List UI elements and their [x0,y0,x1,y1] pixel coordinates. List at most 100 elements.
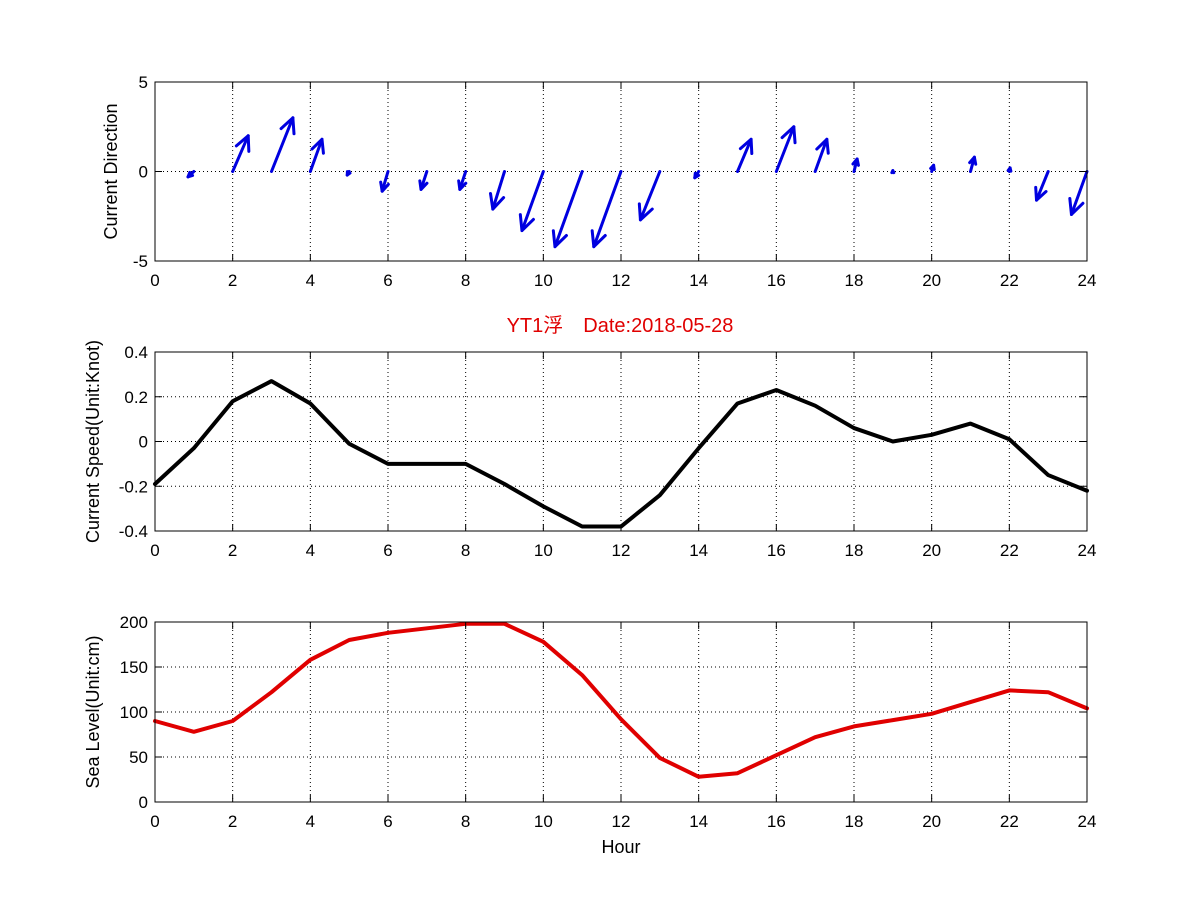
x-tick-label: 10 [534,541,553,560]
vector-head [929,163,936,171]
current-speed-panel: 0 2 4 6 8 10 12 14 16 18 20 22 24-0.4-0.200.20.4Curr… [83,340,1096,560]
points [154,380,1088,527]
x-tick-label: 4 [306,541,315,560]
direction-vector [186,170,196,179]
x-tick-label: 6 [383,271,392,290]
vector-shaft [231,134,250,173]
x-tick-label: 20 [922,271,941,290]
y-tick-label: 150 [120,658,148,677]
vector-shaft [592,170,623,249]
x-tick-label: 4 [306,812,315,831]
vector-head [310,137,325,155]
x-tick-label: 12 [612,271,631,290]
x-tick-label: 22 [1000,271,1019,290]
direction-vector [590,170,623,249]
x-tick-label: 16 [767,541,786,560]
vector-head [457,179,468,191]
direction-vector [736,137,754,173]
figure-title: YT1浮 Date:2018-05-28 [507,314,734,337]
y-axis-label: Sea Level(Unit:cm) [83,635,103,788]
y-tick-label: 0 [139,433,148,452]
x-tick-label: 8 [461,812,470,831]
direction-vector [308,137,325,173]
x-tick-label: 2 [228,271,237,290]
vector-head [234,134,251,153]
x-tick-label: 2 [228,812,237,831]
x-tick-label: 10 [534,271,553,290]
x-tick-label: 0 [150,541,159,560]
direction-vector [929,163,936,173]
vector-shaft [813,137,829,173]
direction-vector [813,137,830,173]
vector-head [551,229,568,249]
vector-head [637,202,654,222]
vector-head [379,180,390,193]
vector-shaft [308,137,324,173]
x-tick-label: 0 [150,271,159,290]
ticks: 0 2 4 6 8 10 12 14 16 18 20 22 24-505 [133,73,1097,290]
direction-vector [1068,170,1089,216]
vector-head [890,169,896,175]
ticks: 0 2 4 6 8 10 12 14 16 18 20 22 24-0.4-0.200.20.4 [119,343,1097,560]
x-tick-label: 18 [845,271,864,290]
y-tick-label: 50 [129,748,148,767]
x-tick-label: 10 [534,812,553,831]
vector-head [518,213,535,233]
direction-vector [231,134,251,173]
y-tick-label: 200 [120,613,148,632]
vector-head [279,116,296,136]
vector-head [590,229,607,249]
direction-vector [457,170,468,191]
direction-vector [379,170,390,193]
y-tick-label: 0 [139,793,148,812]
vector-shaft [638,170,662,222]
x-tick-label: 8 [461,541,470,560]
direction-vector [418,170,429,191]
direction-vector [270,116,296,173]
vector-head [738,137,754,156]
vector-shaft [553,170,584,249]
vector-head [1006,166,1013,173]
vector-head [693,171,701,180]
vector-head [851,157,860,167]
x-tick-label: 4 [306,271,315,290]
x-tick-label: 14 [689,541,708,560]
y-tick-label: -0.2 [119,477,148,496]
direction-vector [1006,166,1013,173]
y-tick-label: -5 [133,252,148,271]
y-tick-label: 0.4 [124,343,148,362]
direction-vector [551,170,584,249]
x-tick-label: 12 [612,812,631,831]
y-axis-label: Current Speed(Unit:Knot) [83,340,103,543]
direction-vector [489,170,506,211]
vector-head [186,170,195,179]
x-tick-label: 18 [845,541,864,560]
grid [155,352,1087,531]
y-tick-label: 5 [139,73,148,92]
x-tick-label: 22 [1000,812,1019,831]
x-tick-label: 6 [383,812,392,831]
x-tick-label: 24 [1078,271,1097,290]
y-tick-label: 0 [139,163,148,182]
vector-shaft [270,116,295,173]
vector-head [815,137,830,155]
vector-shaft [520,170,545,233]
vector-head [968,155,978,166]
y-axis-label: Current Direction [101,103,121,239]
x-tick-label: 16 [767,271,786,290]
direction-vector [518,170,545,233]
vector-head [345,170,352,177]
direction-vector [345,170,352,177]
vector-shaft [491,170,506,211]
vector-head [489,191,506,211]
y-tick-label: 0.2 [124,388,148,407]
x-tick-label: 0 [150,812,159,831]
x-tick-label: 14 [689,812,708,831]
vector-shaft [774,125,796,173]
direction-vector [890,169,896,175]
direction-vector [637,170,662,222]
vector-head [1034,185,1048,202]
x-tick-label: 24 [1078,812,1097,831]
